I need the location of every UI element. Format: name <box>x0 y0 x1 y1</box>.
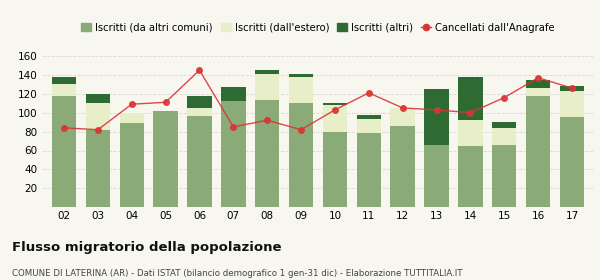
Bar <box>526 96 550 207</box>
Bar <box>221 101 245 207</box>
Bar <box>492 128 517 145</box>
Bar <box>221 87 245 101</box>
Text: Flusso migratorio della popolazione: Flusso migratorio della popolazione <box>12 241 281 254</box>
Legend: Iscritti (da altri comuni), Iscritti (dall'estero), Iscritti (altri), Cancellati: Iscritti (da altri comuni), Iscritti (da… <box>77 19 559 37</box>
Bar <box>119 123 144 207</box>
Bar <box>458 120 482 146</box>
Bar <box>289 103 313 207</box>
Bar <box>255 74 280 101</box>
Bar <box>560 117 584 207</box>
Bar <box>187 96 212 108</box>
Bar <box>86 130 110 207</box>
Bar <box>526 80 550 88</box>
Bar <box>323 132 347 207</box>
Bar <box>391 108 415 126</box>
Bar <box>560 91 584 117</box>
Bar <box>323 105 347 132</box>
Bar <box>289 74 313 77</box>
Bar <box>492 145 517 207</box>
Bar <box>526 88 550 96</box>
Bar <box>119 113 144 123</box>
Bar <box>187 108 212 116</box>
Bar <box>356 134 381 207</box>
Bar <box>391 126 415 207</box>
Bar <box>187 116 212 207</box>
Bar <box>255 101 280 207</box>
Bar <box>154 111 178 207</box>
Bar <box>52 96 76 207</box>
Bar <box>323 103 347 105</box>
Bar <box>86 94 110 103</box>
Bar <box>458 146 482 207</box>
Bar <box>424 145 449 207</box>
Bar <box>289 77 313 103</box>
Bar <box>458 77 482 120</box>
Bar <box>356 115 381 119</box>
Bar <box>356 119 381 134</box>
Bar <box>492 122 517 128</box>
Bar <box>424 89 449 145</box>
Bar <box>52 77 76 84</box>
Text: COMUNE DI LATERINA (AR) - Dati ISTAT (bilancio demografico 1 gen-31 dic) - Elabo: COMUNE DI LATERINA (AR) - Dati ISTAT (bi… <box>12 269 463 278</box>
Bar <box>86 103 110 130</box>
Bar <box>560 86 584 91</box>
Bar <box>52 84 76 96</box>
Bar <box>255 70 280 74</box>
